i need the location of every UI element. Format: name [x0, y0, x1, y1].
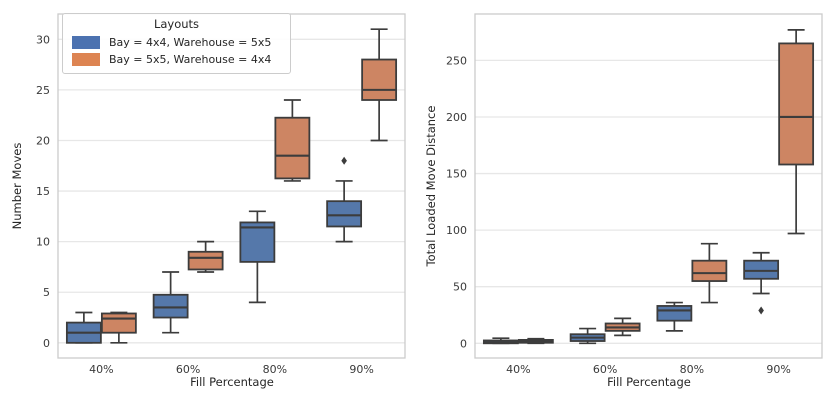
legend-entry-orange: Bay = 5x5, Warehouse = 4x4: [63, 51, 290, 68]
y-tick-label: 10: [36, 236, 50, 249]
legend-swatch-orange-icon: [72, 53, 100, 66]
box-orange-60%: [604, 317, 641, 337]
box-blue-80%: [239, 210, 276, 304]
x-tick-label: 60%: [593, 363, 617, 376]
box-orange-80%: [274, 99, 311, 182]
box-orange-40%: [517, 337, 554, 345]
outlier-point: [341, 156, 347, 165]
box-orange-60%: [187, 240, 224, 273]
x-tick-label: 40%: [506, 363, 530, 376]
box-blue-90%: [743, 251, 780, 315]
box-blue-60%: [569, 327, 606, 345]
legend-title: Layouts: [153, 17, 200, 31]
y-tick-label: 15: [36, 185, 50, 198]
y-tick-label: 200: [446, 111, 467, 124]
y-axis-label-number-moves: Number Moves: [10, 142, 24, 230]
y-tick-label: 150: [446, 168, 467, 181]
x-tick-label: 60%: [176, 363, 200, 376]
move-distance-chart-panel: 0 50 100 150 200 250 40% 60% 80% 90% Total Loaded…: [417, 0, 830, 415]
box-blue-80%: [656, 301, 693, 332]
box-blue-40%: [482, 337, 519, 345]
x-tick-label: 90%: [349, 363, 373, 376]
x-tick-label: 90%: [766, 363, 790, 376]
box-orange-90%: [361, 28, 398, 142]
x-axis-label-left: Fill Percentage: [190, 375, 274, 389]
legend-label-blue: Bay = 4x4, Warehouse = 5x5: [109, 36, 272, 49]
y-tick-label: 30: [36, 33, 50, 46]
box-orange-90%: [778, 28, 815, 235]
box-blue-40%: [65, 311, 102, 344]
y-tick-label: 250: [446, 54, 467, 67]
x-tick-label: 80%: [680, 363, 704, 376]
y-tick-label: 25: [36, 84, 50, 97]
y-tick-label: 50: [453, 281, 467, 294]
plot-border: [474, 13, 823, 359]
box-blue-90%: [326, 156, 363, 243]
legend: Layouts Bay = 4x4, Warehouse = 5x5 Bay =…: [62, 13, 291, 74]
outlier-point: [758, 306, 764, 315]
legend-entry-blue: Bay = 4x4, Warehouse = 5x5: [63, 34, 290, 51]
x-tick-label: 40%: [89, 363, 113, 376]
legend-swatch-blue-icon: [72, 36, 100, 49]
box-blue-60%: [152, 271, 189, 334]
y-tick-label: 100: [446, 224, 467, 237]
move-distance-boxplot: 0 50 100 150 200 250 40% 60% 80% 90%: [446, 13, 823, 376]
y-tick-label: 0: [43, 337, 50, 350]
legend-label-orange: Bay = 5x5, Warehouse = 4x4: [109, 53, 272, 66]
y-tick-label: 0: [460, 337, 467, 350]
box-orange-80%: [691, 242, 728, 304]
x-axis-label-right: Fill Percentage: [607, 375, 691, 389]
number-moves-chart-panel: 0 5 10 15 20 25 30 40% 60% 80% 90% Number Moves Fi…: [0, 0, 413, 415]
y-tick-label: 5: [43, 286, 50, 299]
box-orange-40%: [100, 311, 137, 344]
y-axis-label-move-distance: Total Loaded Move Distance: [424, 105, 438, 267]
x-tick-label: 80%: [263, 363, 287, 376]
y-tick-label: 20: [36, 134, 50, 147]
